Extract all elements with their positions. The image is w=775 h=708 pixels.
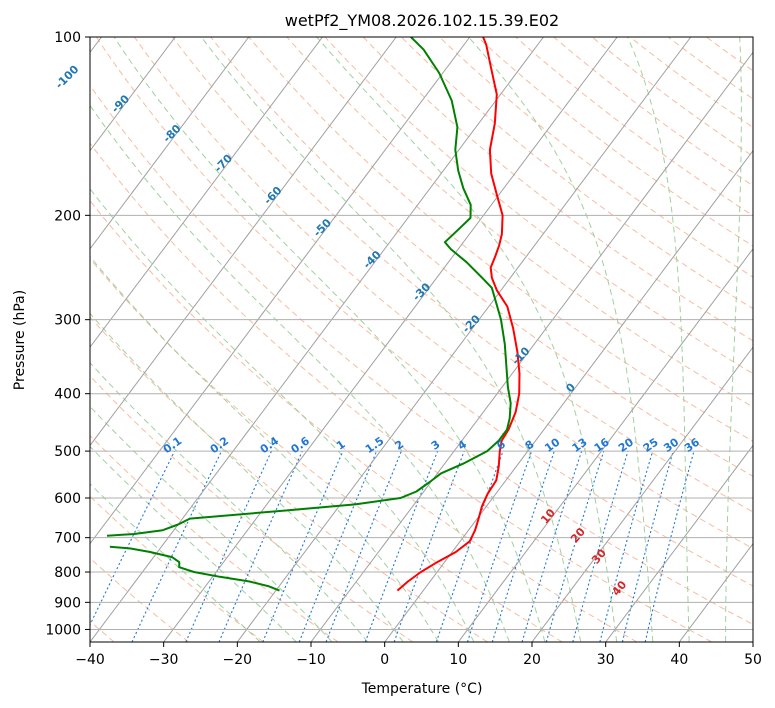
- x-tick-label: 30: [597, 652, 615, 668]
- isotherm-line: [90, 37, 544, 642]
- dry-adiabat: [553, 37, 753, 187]
- moist-adiabat: [90, 445, 297, 642]
- dry-adiabat: [591, 37, 753, 157]
- dry-adiabat: [172, 37, 753, 513]
- y-axis-label: Pressure (hPa): [12, 290, 28, 390]
- plot-frame: [89, 36, 754, 643]
- x-axis-label: Temperature (°C): [361, 681, 483, 697]
- x-tick-label: −30: [149, 652, 179, 668]
- dry-adiabat: [324, 37, 753, 375]
- dry-adiabat: [515, 37, 753, 217]
- isotherm-line: [457, 248, 753, 642]
- x-tick-label: 10: [449, 652, 467, 668]
- dry-adiabat: [477, 37, 753, 247]
- y-tick-label: 700: [54, 531, 81, 547]
- dewpoint-line: [106, 37, 512, 537]
- moist-adiabat: [113, 37, 546, 642]
- dry-adiabat: [286, 37, 753, 408]
- y-tick-label: 900: [54, 595, 81, 611]
- axis-layer: −40 −30 −20 −10 0 10 20 30 40 50 100 200 300 400 500 60…: [45, 30, 762, 668]
- mixing-ratio-line: [644, 450, 695, 642]
- dry-adiabat: [90, 316, 488, 642]
- moist-adiabat: [90, 312, 404, 642]
- y-tick-label: 600: [54, 491, 81, 507]
- series-layer: [106, 37, 521, 592]
- moist-adiabat: [90, 104, 510, 642]
- mixing-ratio-line: [599, 450, 654, 642]
- isotherm-line: [752, 641, 753, 642]
- x-tick-label: 50: [744, 652, 762, 668]
- isotherm-line: [605, 444, 753, 642]
- isotherm-line: [90, 37, 250, 250]
- dry-adiabat: [90, 200, 638, 642]
- mixing-ratio-line: [262, 450, 344, 642]
- y-tick-label: 100: [54, 30, 81, 46]
- mixing-ratio-line: [90, 450, 176, 627]
- moist-adiabat: [200, 37, 582, 642]
- mixing-ratio-line: [218, 450, 303, 642]
- plot-area: [90, 37, 753, 642]
- y-tick-label: 300: [54, 313, 81, 329]
- mixing-ratio-line: [572, 450, 629, 642]
- temperature-line: [396, 37, 521, 592]
- moist-adiabat: [90, 362, 369, 642]
- x-tick-label: −10: [296, 652, 326, 668]
- isotherm-line: [90, 37, 176, 152]
- mixing-ratio-line: [466, 450, 533, 642]
- moist-adiabat: [725, 37, 742, 642]
- mixing-ratio-line: [521, 450, 583, 642]
- chart-title: wetPf2_YM08.2026.102.15.39.E02: [285, 11, 559, 31]
- moist-adiabat: [90, 188, 475, 642]
- moist-adiabat: [468, 37, 654, 642]
- isotherm-line: [90, 37, 323, 349]
- x-tick-label: 0: [380, 652, 389, 668]
- moist-adiabat: [627, 37, 690, 642]
- plot-background: [90, 37, 753, 642]
- dry-adiabat: [248, 37, 753, 442]
- mixing-ratio-line: [185, 450, 272, 642]
- dry-adiabat: [133, 37, 753, 550]
- grid-layer: [90, 37, 753, 642]
- moist-adiabat: [90, 483, 261, 642]
- dry-adiabat: [90, 84, 753, 625]
- y-tick-label: 1000: [45, 622, 81, 638]
- dry-adiabat: [362, 37, 753, 342]
- moist-adiabat: [316, 37, 618, 642]
- x-tick-label: −40: [75, 652, 105, 668]
- moist-adiabat: [90, 405, 333, 642]
- y-tick-label: 400: [54, 387, 81, 403]
- isotherm-line: [310, 51, 753, 642]
- isotherm-line: [90, 37, 471, 545]
- dry-adiabat: [95, 37, 753, 587]
- isotherm-line: [531, 346, 753, 642]
- isotherm-label: -100: [53, 63, 82, 92]
- mixing-ratio-line: [435, 450, 504, 642]
- dry-adiabat: [90, 375, 414, 642]
- isotherm-line: [236, 37, 692, 642]
- x-tick-label: 40: [670, 652, 688, 668]
- dewpoint-line: [109, 545, 280, 592]
- isotherm-line: [163, 37, 618, 642]
- mixing-ratio-line: [621, 450, 674, 642]
- x-tick-label: −20: [223, 652, 253, 668]
- x-tick-label: 20: [523, 652, 541, 668]
- dry-adiabat: [90, 495, 264, 642]
- mixing-ratio-line: [491, 450, 555, 642]
- isotherm-line: [384, 149, 753, 642]
- mixing-ratio-line: [131, 450, 222, 642]
- dry-adiabat: [439, 37, 753, 278]
- y-tick-label: 500: [54, 444, 81, 460]
- mixing-ratio-line: [298, 450, 378, 642]
- y-tick-label: 800: [54, 565, 81, 581]
- y-tick-label: 200: [54, 208, 81, 224]
- isotherm-line: [90, 37, 397, 447]
